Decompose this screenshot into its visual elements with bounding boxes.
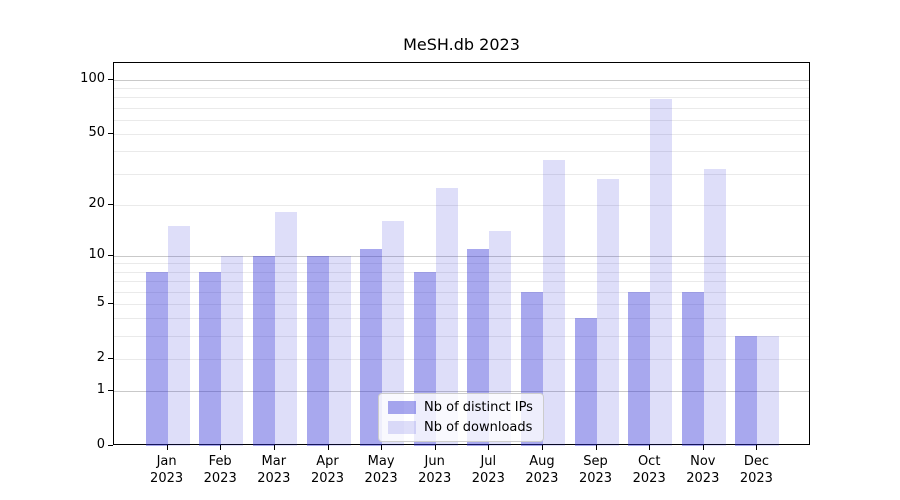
legend-item-distinct-ips: Nb of distinct IPs — [388, 400, 534, 415]
legend-label-downloads: Nb of downloads — [424, 420, 533, 435]
y-tick-20 — [108, 203, 113, 205]
bar-jun-s1 — [435, 187, 458, 446]
gridline-4 — [114, 318, 809, 320]
bar-mar-s0 — [252, 255, 275, 446]
x-tick-jan — [166, 445, 168, 450]
y-tick-label-10: 10 — [88, 246, 105, 262]
x-tick-label-nov: Nov 2023 — [686, 454, 720, 486]
y-tick-label-50: 50 — [88, 125, 105, 141]
x-tick-label-aug: Aug 2023 — [525, 454, 559, 486]
gridline-3 — [114, 336, 809, 337]
y-tick-label-1: 1 — [96, 382, 105, 397]
bar-may-s1 — [382, 221, 405, 446]
x-tick-label-jul: Jul 2023 — [471, 454, 505, 486]
bar-jul-s1 — [489, 231, 512, 446]
x-tick-may — [381, 445, 383, 450]
x-tick-label-mar: Mar 2023 — [257, 454, 291, 486]
bar-dec-s1 — [757, 336, 780, 446]
bar-nov-s1 — [703, 168, 726, 446]
x-tick-label-feb: Feb 2023 — [203, 454, 237, 486]
gridline-8 — [114, 271, 809, 273]
y-tick-100 — [108, 78, 113, 80]
bar-oct-s1 — [650, 99, 673, 446]
x-tick-mar — [273, 445, 275, 450]
bar-feb-s1 — [221, 255, 244, 446]
y-tick-label-2: 2 — [96, 349, 105, 365]
legend-swatch-distinct-ips — [388, 401, 416, 414]
x-tick-jul — [488, 445, 490, 450]
gridline-2 — [114, 358, 809, 360]
bar-feb-s0 — [199, 271, 222, 446]
bar-sep-s0 — [574, 318, 597, 446]
x-tick-oct — [649, 445, 651, 450]
x-tick-dec — [756, 445, 758, 450]
y-tick-1 — [108, 390, 113, 391]
gridline-80 — [114, 97, 809, 99]
bar-dec-s0 — [735, 336, 758, 446]
bar-jan-s1 — [167, 226, 190, 446]
x-tick-label-sep: Sep 2023 — [578, 454, 613, 486]
gridline-9 — [114, 263, 809, 265]
x-tick-sep — [595, 445, 597, 450]
gridline-90 — [114, 88, 809, 90]
bar-oct-s0 — [628, 291, 651, 446]
x-tick-label-dec: Dec 2023 — [739, 454, 773, 486]
y-tick-label-20: 20 — [88, 195, 105, 211]
y-tick-2 — [108, 357, 113, 359]
gridline-60 — [114, 119, 809, 121]
gridline-30 — [114, 173, 809, 175]
x-tick-label-oct: Oct 2023 — [632, 454, 666, 486]
gridline-7 — [114, 281, 809, 283]
gridline-40 — [114, 151, 809, 153]
legend-swatch-downloads — [388, 421, 416, 434]
gridline-1 — [114, 391, 809, 392]
x-tick-label-apr: Apr 2023 — [310, 454, 345, 486]
x-tick-feb — [220, 445, 222, 450]
y-tick-label-5: 5 — [96, 294, 105, 310]
legend-label-distinct-ips: Nb of distinct IPs — [424, 400, 533, 415]
x-tick-label-jun: Jun 2023 — [418, 454, 452, 486]
y-tick-0 — [108, 445, 113, 446]
bar-mar-s1 — [274, 212, 297, 446]
legend-item-downloads: Nb of downloads — [388, 420, 534, 435]
y-tick-label-0: 0 — [96, 437, 105, 452]
x-tick-jun — [434, 445, 436, 450]
bar-may-s0 — [360, 248, 383, 446]
x-tick-nov — [702, 445, 704, 450]
gridline-6 — [114, 291, 809, 293]
y-tick-50 — [108, 133, 113, 135]
bar-apr-s1 — [328, 255, 351, 446]
gridline-5 — [114, 303, 809, 305]
gridline-20 — [114, 204, 809, 206]
gridline-50 — [114, 134, 809, 136]
y-tick-10 — [108, 254, 113, 256]
gridline-10 — [114, 255, 809, 257]
chart-title: MeSH.db 2023 — [403, 35, 520, 54]
y-tick-5 — [108, 302, 113, 304]
bar-aug-s1 — [542, 159, 565, 446]
plot-area: Nb of distinct IPs Nb of downloads — [113, 62, 810, 446]
x-tick-label-jan: Jan 2023 — [150, 454, 184, 486]
bar-sep-s1 — [596, 178, 619, 446]
x-tick-aug — [541, 445, 543, 450]
x-tick-apr — [327, 445, 329, 450]
bar-jan-s0 — [145, 271, 168, 446]
y-tick-label-100: 100 — [80, 70, 105, 86]
legend: Nb of distinct IPs Nb of downloads — [378, 393, 544, 442]
gridline-100 — [114, 79, 809, 81]
bar-apr-s0 — [306, 255, 329, 446]
bar-nov-s0 — [681, 291, 704, 446]
gridline-70 — [114, 107, 809, 109]
x-tick-label-may: May 2023 — [364, 454, 398, 486]
